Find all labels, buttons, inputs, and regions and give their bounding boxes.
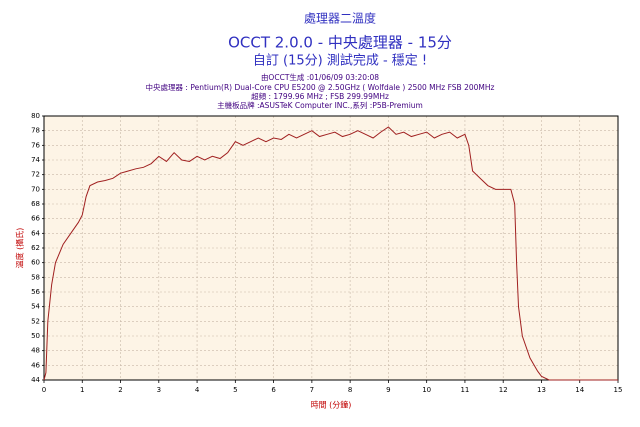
plot-area [44,116,618,380]
x-tick-label: 14 [575,386,584,394]
x-tick-label: 9 [386,386,390,394]
x-tick-label: 6 [271,386,276,394]
subtitle: 自訂 (15分) 測試完成 - 穩定 ! [253,53,427,69]
subtitle: OCCT 2.0.0 - 中央處理器 - 15分 [228,34,452,52]
y-tick-label: 52 [31,317,40,325]
x-tick-label: 7 [310,386,314,394]
info-line: 由OCCT生成 :01/06/09 03:20:08 [261,72,379,82]
y-tick-label: 48 [31,347,40,355]
x-tick-label: 2 [118,386,122,394]
x-tick-label: 5 [233,386,237,394]
y-tick-label: 68 [31,200,40,208]
info-line: 超頻 : 1799.96 MHz ; FSB 299.99MHz [251,91,389,101]
temperature-line [43,126,618,381]
y-tick-label: 46 [31,361,40,369]
y-tick-label: 62 [31,244,40,252]
info-line: 主機板品牌 :ASUSTeK Computer INC.,系列 :P5B-Pre… [217,100,423,110]
x-tick-label: 4 [195,386,200,394]
chart-title: 處理器二溫度 [304,11,376,26]
y-tick-label: 50 [31,332,40,340]
y-tick-label: 60 [31,259,40,267]
x-tick-label: 11 [460,386,469,394]
x-tick-label: 15 [614,386,623,394]
x-tick-label: 13 [537,386,546,394]
y-tick-label: 70 [31,185,40,193]
y-tick-label: 64 [31,229,40,237]
y-tick-label: 44 [31,376,40,384]
info-line: 中央處理器 : Pentium(R) Dual-Core CPU E5200 @… [146,82,495,92]
y-tick-label: 58 [31,273,40,281]
x-tick-label: 0 [42,386,46,394]
y-tick-label: 56 [31,288,40,296]
y-tick-label: 78 [31,127,40,135]
y-tick-label: 80 [31,112,40,120]
y-tick-label: 66 [31,215,40,223]
y-tick-label: 54 [31,303,40,311]
y-tick-label: 74 [31,156,40,164]
y-tick-label: 76 [31,141,40,149]
x-tick-label: 10 [422,386,431,394]
x-tick-label: 8 [348,386,352,394]
plot-frame [43,115,619,381]
y-axis-label: 溫度 (攝氏) [15,228,25,269]
x-tick-label: 1 [80,386,84,394]
x-tick-label: 3 [157,386,161,394]
y-tick-label: 72 [31,171,40,179]
x-axis-label: 時間 (分鐘) [311,400,352,410]
x-tick-label: 12 [499,386,508,394]
